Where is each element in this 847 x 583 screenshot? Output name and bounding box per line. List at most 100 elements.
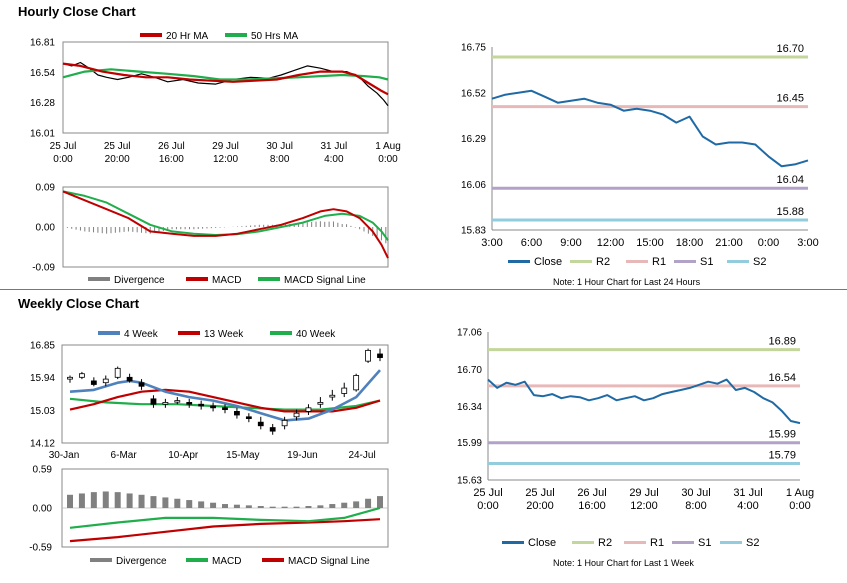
weekly-pivot-y-tick: 15.63 <box>457 476 482 487</box>
weekly-candle-body <box>234 411 240 416</box>
hourly-pivot-legend-label: S1 <box>700 256 713 268</box>
hourly-price-x-tick: 1 Aug <box>375 141 401 152</box>
hourly-price-x-tick: 31 Jul <box>320 141 347 152</box>
hourly-pivot-close-line <box>491 89 809 168</box>
hourly-price-y-tick: 16.81 <box>30 38 55 49</box>
weekly-price-legend-swatch <box>98 331 120 335</box>
weekly-candle-body <box>257 421 264 427</box>
weekly-divergence-bar <box>365 498 372 508</box>
hourly-macd-line <box>62 190 389 259</box>
weekly-divergence-bar <box>281 506 288 508</box>
hourly-price-legend-label: 50 Hrs MA <box>251 31 299 42</box>
weekly-price-legend-label: 40 Week <box>296 329 336 340</box>
weekly-divergence-bar <box>186 500 193 508</box>
hourly-price-x-tick: 0:00 <box>378 154 398 165</box>
weekly-divergence-bar <box>174 498 181 508</box>
weekly-divergence-bar <box>102 491 109 508</box>
weekly-macd-signal-line <box>69 518 381 543</box>
weekly-price-legend-label: 4 Week <box>124 329 159 340</box>
hourly-pivot-legend-swatch <box>626 260 648 263</box>
weekly-pivot-level-label: 16.89 <box>768 336 796 348</box>
hourly-price-x-tick: 20:00 <box>105 154 130 165</box>
hourly-pivot-y-tick: 16.52 <box>461 88 486 99</box>
weekly-macd-legend-label: MACD <box>212 556 241 567</box>
weekly-pivot-legend-swatch <box>672 541 694 544</box>
weekly-pivot-x-tick: 29 Jul <box>629 487 658 499</box>
weekly-price-y-tick: 15.03 <box>30 406 55 417</box>
weekly-candle-body <box>269 427 276 432</box>
weekly-price-x-tick: 10-Apr <box>168 450 199 461</box>
hourly-macd-legend-label: Divergence <box>114 275 165 286</box>
weekly-divergence-bar <box>150 496 157 508</box>
weekly-candle-body <box>90 380 97 385</box>
hourly-pivot-legend-swatch <box>508 260 530 263</box>
weekly-candle-body <box>198 403 205 407</box>
hourly-price-x-tick: 0:00 <box>53 154 73 165</box>
hourly-price-y-tick: 16.54 <box>30 68 55 79</box>
weekly-candle-body <box>174 400 181 403</box>
weekly-pivot-x-tick: 0:00 <box>789 500 810 512</box>
weekly-macd-legend-label: MACD Signal Line <box>288 556 370 567</box>
hourly-price-legend-swatch <box>225 33 247 37</box>
weekly-candle-body <box>67 376 73 380</box>
weekly-divergence-bar <box>67 494 73 508</box>
weekly-candle-body <box>377 353 383 358</box>
weekly-pivot-x-tick: 4:00 <box>737 500 758 512</box>
weekly-pivot-x-tick: 1 Aug <box>786 487 814 499</box>
weekly-price-legend-label: 13 Week <box>204 329 244 340</box>
weekly-candle-body <box>293 412 300 418</box>
hourly-pivot-x-tick: 15:00 <box>636 237 664 249</box>
weekly-macd-legend-swatch <box>90 558 112 562</box>
hourly-pivot-legend-swatch <box>674 260 696 263</box>
weekly-macd-legend-label: Divergence <box>116 556 167 567</box>
hourly-macd-signal-line <box>62 190 389 241</box>
weekly-pivot-x-tick: 25 Jul <box>473 487 502 499</box>
hourly-price-x-tick: 25 Jul <box>50 141 77 152</box>
weekly-pivot-level-label: 16.54 <box>768 372 796 384</box>
hourly-price-x-tick: 30 Jul <box>266 141 293 152</box>
weekly-candle-body <box>79 373 85 378</box>
hourly-pivot-note: Note: 1 Hour Chart for Last 24 Hours <box>553 277 701 287</box>
weekly-candle-body <box>245 416 252 419</box>
hourly-price-plot-frame <box>62 41 389 134</box>
weekly-section-title: Weekly Close Chart <box>18 296 140 311</box>
weekly-price-y-tick: 16.85 <box>30 341 55 352</box>
weekly-pivot-legend-swatch <box>572 541 594 544</box>
hourly-price-x-tick: 29 Jul <box>212 141 239 152</box>
weekly-pivot-x-tick: 12:00 <box>630 500 658 512</box>
weekly-divergence-bar <box>233 504 240 508</box>
weekly-pivot-x-tick: 0:00 <box>477 500 498 512</box>
weekly-price-x-tick: 6-Mar <box>111 450 138 461</box>
weekly-divergence-bar <box>305 506 312 508</box>
hourly-pivot-legend-swatch <box>570 260 592 263</box>
weekly-divergence-bar <box>162 497 169 508</box>
hourly-price-x-tick: 25 Jul <box>104 141 131 152</box>
weekly-candle-body <box>281 419 288 427</box>
weekly-price-x-tick: 24-Jul <box>348 450 375 461</box>
hourly-macd-legend-label: MACD <box>212 275 241 286</box>
weekly-pivot-legend-label: S2 <box>746 537 759 549</box>
weekly-pivot-legend-swatch <box>502 541 524 544</box>
weekly-price-legend-swatch <box>270 331 292 335</box>
weekly-divergence-bar <box>198 501 205 508</box>
weekly-macd-y-tick: 0.00 <box>33 504 53 515</box>
weekly-candle-body <box>317 402 324 405</box>
hourly-pivot-level-label: 15.88 <box>776 206 804 218</box>
hourly-macd-y-tick: -0.09 <box>32 263 55 274</box>
weekly-candle-body <box>210 405 216 409</box>
weekly-price-x-tick: 30-Jan <box>49 450 80 461</box>
weekly-pivot-x-tick: 8:00 <box>685 500 706 512</box>
weekly-macd-y-tick: -0.59 <box>29 543 52 554</box>
hourly-section-title: Hourly Close Chart <box>18 4 136 19</box>
hourly-pivot-x-tick: 0:00 <box>758 237 779 249</box>
hourly-pivot-level-label: 16.45 <box>776 93 804 105</box>
hourly-pivot-x-tick: 12:00 <box>597 237 625 249</box>
hourly-price-x-tick: 16:00 <box>159 154 184 165</box>
hourly-pivot-y-tick: 15.83 <box>461 226 486 237</box>
weekly-price-y-tick: 15.94 <box>30 373 55 384</box>
hourly-pivot-legend-label: Close <box>534 256 562 268</box>
weekly-pivot-y-tick: 15.99 <box>457 438 482 449</box>
hourly-pivot-legend-label: R2 <box>596 256 610 268</box>
weekly-pivot-legend-label: Close <box>528 537 556 549</box>
